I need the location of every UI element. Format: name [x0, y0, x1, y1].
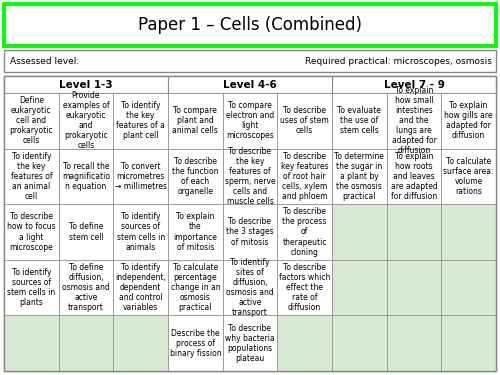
Bar [222, 204, 278, 260]
Bar [386, 260, 442, 315]
Text: Level 1-3: Level 1-3 [59, 80, 113, 90]
Text: To describe
key features
of root hair
cells, xylem
and phloem: To describe key features of root hair ce… [281, 152, 328, 201]
Bar [4, 76, 496, 371]
Bar [442, 260, 496, 315]
Bar [58, 315, 114, 371]
Bar [58, 148, 114, 204]
Bar [4, 148, 59, 204]
Text: To describe
the function
of each
organelle: To describe the function of each organel… [172, 157, 218, 196]
Text: Level 4-6: Level 4-6 [223, 80, 277, 90]
Bar [4, 315, 59, 371]
Bar [442, 204, 496, 260]
Text: To describe
factors which
effect the
rate of
diffusion: To describe factors which effect the rat… [279, 263, 330, 312]
Text: To calculate
surface area:
volume
rations: To calculate surface area: volume ration… [444, 157, 494, 196]
Text: To describe
the process
of
therapeutic
cloning: To describe the process of therapeutic c… [282, 207, 327, 256]
Text: To explain
how roots
and leaves
are adapted
for diffusion: To explain how roots and leaves are adap… [390, 152, 438, 201]
Text: Paper 1 – Cells (Combined): Paper 1 – Cells (Combined) [138, 16, 362, 34]
Text: To identify
sources of
stem cells in
plants: To identify sources of stem cells in pla… [7, 268, 56, 307]
Bar [4, 260, 59, 315]
Text: To evaluate
the use of
stem cells: To evaluate the use of stem cells [338, 106, 382, 135]
Bar [58, 93, 114, 148]
Bar [168, 315, 222, 371]
Text: Describe the
process of
binary fission: Describe the process of binary fission [170, 328, 221, 358]
Bar [332, 204, 386, 260]
Text: To explain
how small
intestines
and the
lungs are
adapted for
diffusion: To explain how small intestines and the … [392, 86, 436, 156]
Bar [442, 315, 496, 371]
Bar [332, 260, 386, 315]
Text: To describe
the key
features of
sperm, nerve
cells and
muscle cells: To describe the key features of sperm, n… [224, 147, 276, 206]
Bar [278, 315, 332, 371]
Bar [222, 148, 278, 204]
Bar [114, 315, 168, 371]
Text: Level 7 - 9: Level 7 - 9 [384, 80, 444, 90]
Bar [168, 260, 222, 315]
Text: To define
diffusion,
osmosis and
active
transport: To define diffusion, osmosis and active … [62, 263, 110, 312]
Text: To calculate
percentage
change in an
osmosis
practical: To calculate percentage change in an osm… [170, 263, 220, 312]
Bar [114, 260, 168, 315]
Bar [278, 260, 332, 315]
Text: To determine
the sugar in
a plant by
the osmosis
practical: To determine the sugar in a plant by the… [334, 152, 384, 201]
Bar [4, 93, 59, 148]
Bar [386, 315, 442, 371]
Bar [386, 204, 442, 260]
Bar [332, 76, 496, 93]
Bar [114, 93, 168, 148]
Text: To compare
plant and
animal cells: To compare plant and animal cells [172, 106, 218, 135]
Bar [332, 148, 386, 204]
Bar [442, 93, 496, 148]
Text: To identify
sites of
diffusion,
osmosis and
active
transport: To identify sites of diffusion, osmosis … [226, 258, 274, 317]
Bar [168, 76, 332, 93]
Bar [222, 93, 278, 148]
Text: To identify
the key
features of
an animal
cell: To identify the key features of an anima… [10, 152, 52, 201]
Bar [278, 93, 332, 148]
Text: Required practical: microscopes, osmosis: Required practical: microscopes, osmosis [305, 57, 492, 66]
Bar [386, 93, 442, 148]
Text: To convert
micrometres
→ millimetres: To convert micrometres → millimetres [114, 162, 166, 191]
Text: To identify
sources of
stem cells in
animals: To identify sources of stem cells in ani… [116, 212, 165, 252]
Text: To identify
the key
features of a
plant cell: To identify the key features of a plant … [116, 101, 165, 140]
Bar [332, 315, 386, 371]
Bar [114, 204, 168, 260]
Text: To define
stem cell: To define stem cell [68, 222, 104, 242]
Text: Define
eukaryotic
cell and
prokaryotic
cells: Define eukaryotic cell and prokaryotic c… [10, 96, 53, 146]
Bar [58, 204, 114, 260]
Text: To describe
uses of stem
cells: To describe uses of stem cells [280, 106, 329, 135]
Bar [222, 315, 278, 371]
Bar [4, 204, 59, 260]
Bar [114, 148, 168, 204]
Bar [222, 260, 278, 315]
Bar [332, 93, 386, 148]
Bar [386, 148, 442, 204]
Text: Provide
examples of
eukaryotic
and
prokaryotic
cells: Provide examples of eukaryotic and proka… [62, 91, 110, 150]
Text: To describe
why bacteria
populations
plateau: To describe why bacteria populations pla… [225, 324, 275, 363]
Text: To explain
how gills are
adapted for
diffusion: To explain how gills are adapted for dif… [444, 101, 493, 140]
Bar [278, 204, 332, 260]
Text: To describe
the 3 stages
of mitosis: To describe the 3 stages of mitosis [226, 217, 274, 246]
Bar [168, 93, 222, 148]
Text: To recall the
magnificatio
n equation: To recall the magnificatio n equation [62, 162, 110, 191]
Bar [168, 204, 222, 260]
Bar [4, 50, 496, 72]
Bar [168, 148, 222, 204]
Bar [442, 148, 496, 204]
Text: To identify
independent,
dependent
and control
variables: To identify independent, dependent and c… [115, 263, 166, 312]
Text: To describe
how to focus
a light
microscope: To describe how to focus a light microsc… [7, 212, 56, 252]
Text: To compare
electron and
light
microscopes: To compare electron and light microscope… [226, 101, 274, 140]
Bar [4, 76, 496, 371]
Bar [4, 4, 496, 46]
Text: Assessed level:: Assessed level: [10, 57, 79, 66]
Text: To explain
the
importance
of mitosis: To explain the importance of mitosis [174, 212, 218, 252]
Bar [4, 76, 168, 93]
Bar [58, 260, 114, 315]
Bar [278, 148, 332, 204]
